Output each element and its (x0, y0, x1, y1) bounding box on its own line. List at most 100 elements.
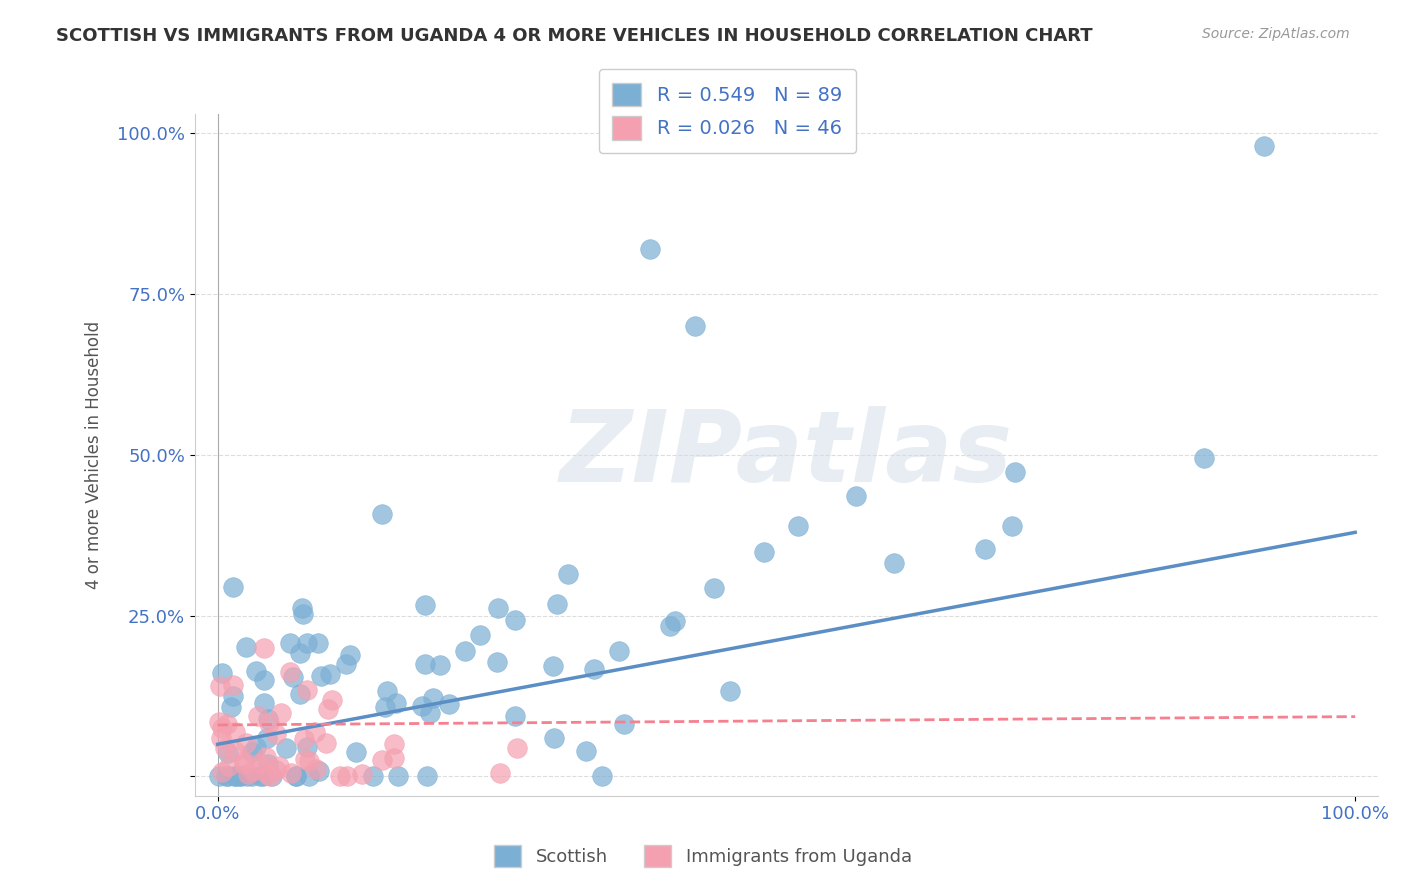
Point (546, 597, 568, 611)
Point (311, 669, 333, 683)
Point (506, 741, 529, 756)
Point (235, 736, 257, 750)
Point (429, 658, 451, 673)
Point (384, 696, 406, 710)
Point (222, 690, 245, 704)
Point (215, 717, 238, 731)
Point (1004, 465, 1026, 479)
Point (260, 769, 283, 783)
Point (281, 670, 304, 684)
Point (278, 665, 301, 679)
Point (218, 769, 240, 783)
Point (973, 541, 995, 556)
Point (224, 769, 246, 783)
Point (371, 753, 394, 767)
Point (236, 769, 259, 783)
Point (613, 717, 636, 731)
Point (413, 599, 436, 613)
Point (557, 567, 579, 582)
Point (218, 759, 240, 773)
Point (240, 769, 263, 783)
Point (256, 731, 278, 745)
Point (591, 769, 613, 783)
Point (221, 580, 243, 594)
Point (264, 763, 287, 777)
Point (382, 751, 405, 765)
Point (245, 739, 267, 754)
Point (269, 758, 291, 772)
Point (416, 769, 439, 783)
Point (883, 556, 905, 570)
Point (211, 721, 233, 735)
Point (222, 678, 245, 692)
Point (422, 691, 444, 706)
Point (298, 769, 321, 783)
Point (659, 619, 682, 633)
Point (294, 752, 316, 766)
Point (468, 628, 491, 642)
Point (211, 765, 233, 780)
Point (249, 769, 271, 783)
Point (582, 662, 605, 676)
Point (607, 644, 630, 658)
Point (264, 726, 287, 740)
Point (336, 768, 359, 782)
Point (488, 765, 510, 780)
Point (1001, 518, 1024, 533)
Point (437, 697, 460, 711)
Point (240, 745, 263, 759)
Point (295, 683, 318, 698)
Point (211, 731, 233, 745)
Point (285, 769, 308, 783)
Point (298, 755, 321, 769)
Point (224, 769, 246, 783)
Point (214, 741, 236, 756)
Point (315, 736, 337, 750)
Point (257, 756, 280, 771)
Point (1253, 139, 1275, 153)
Point (219, 699, 242, 714)
Point (228, 769, 250, 783)
Point (242, 764, 264, 778)
Point (1192, 450, 1215, 465)
Point (208, 715, 231, 730)
Point (254, 749, 277, 764)
Point (411, 698, 433, 713)
Point (335, 657, 357, 671)
Point (290, 687, 312, 701)
Point (454, 644, 477, 658)
Point (252, 769, 274, 783)
Text: ZIPatlas: ZIPatlas (560, 406, 1012, 503)
Point (752, 545, 775, 559)
Point (371, 508, 394, 522)
Point (295, 739, 318, 754)
Point (339, 648, 361, 662)
Point (253, 673, 276, 688)
Point (292, 732, 315, 747)
Text: Source: ZipAtlas.com: Source: ZipAtlas.com (1202, 27, 1350, 41)
Point (503, 709, 526, 723)
Point (786, 519, 808, 533)
Point (256, 767, 278, 781)
Point (245, 664, 267, 678)
Point (224, 724, 246, 739)
Point (718, 684, 741, 698)
Text: SCOTTISH VS IMMIGRANTS FROM UGANDA 4 OR MORE VEHICLES IN HOUSEHOLD CORRELATION C: SCOTTISH VS IMMIGRANTS FROM UGANDA 4 OR … (56, 27, 1092, 45)
Point (285, 769, 308, 783)
Point (382, 737, 405, 751)
Point (845, 489, 868, 503)
Point (208, 679, 231, 693)
Point (543, 659, 565, 673)
Point (328, 769, 350, 783)
Point (318, 667, 340, 681)
Point (503, 613, 526, 627)
Point (253, 696, 276, 710)
Point (232, 754, 254, 768)
Point (290, 646, 312, 660)
Point (249, 756, 271, 770)
Point (305, 762, 328, 776)
Point (208, 769, 231, 783)
Point (485, 655, 508, 669)
Y-axis label: 4 or more Vehicles in Household: 4 or more Vehicles in Household (86, 321, 103, 589)
Legend: Scottish, Immigrants from Uganda: Scottish, Immigrants from Uganda (486, 838, 920, 874)
